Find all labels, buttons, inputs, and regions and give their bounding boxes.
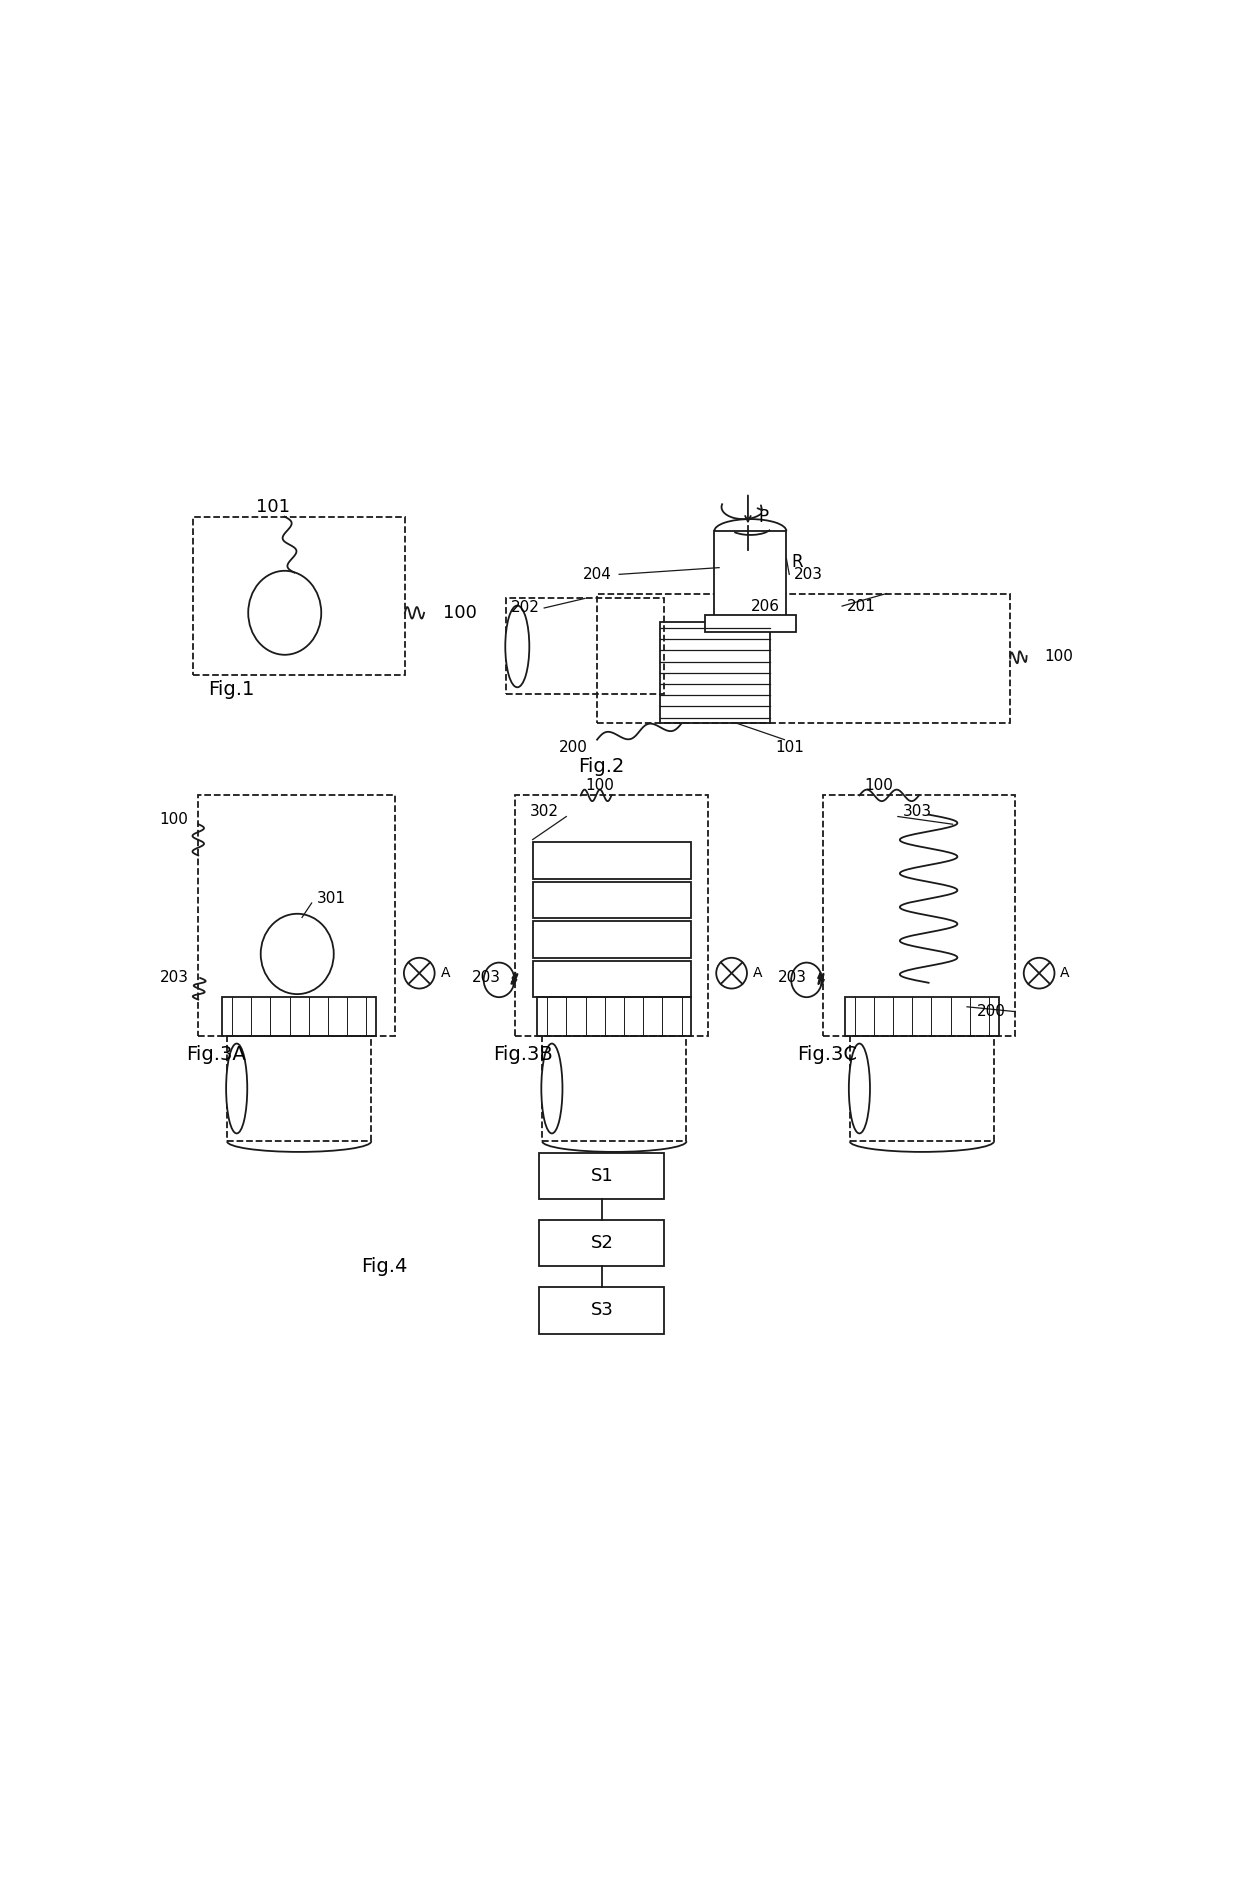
Text: A: A <box>440 965 450 980</box>
Text: 200: 200 <box>558 740 588 756</box>
Text: A: A <box>1060 965 1070 980</box>
Text: S1: S1 <box>590 1167 614 1184</box>
Ellipse shape <box>849 1043 870 1133</box>
Bar <box>539 1220 665 1266</box>
Text: 203: 203 <box>794 567 823 582</box>
Bar <box>844 997 998 1035</box>
Bar <box>537 997 691 1035</box>
Circle shape <box>717 958 746 988</box>
Circle shape <box>404 958 435 988</box>
Ellipse shape <box>484 963 515 997</box>
Text: 100: 100 <box>160 812 188 827</box>
Text: P: P <box>759 508 769 525</box>
Bar <box>222 997 376 1035</box>
Ellipse shape <box>226 1043 247 1133</box>
Ellipse shape <box>791 963 822 997</box>
Text: R: R <box>791 553 802 570</box>
Bar <box>533 922 691 958</box>
Bar <box>198 795 396 1035</box>
Ellipse shape <box>542 1043 563 1133</box>
Text: Fig.2: Fig.2 <box>578 757 624 776</box>
Text: Fig.4: Fig.4 <box>362 1256 408 1275</box>
Text: Fig.3B: Fig.3B <box>494 1045 553 1064</box>
Text: Fig.3C: Fig.3C <box>797 1045 857 1064</box>
Text: 200: 200 <box>977 1005 1006 1018</box>
Bar <box>542 1035 687 1141</box>
Text: 100: 100 <box>864 778 893 793</box>
Ellipse shape <box>505 606 529 688</box>
Bar <box>193 518 404 674</box>
Text: 202: 202 <box>511 601 539 616</box>
Bar <box>714 531 786 621</box>
Text: 204: 204 <box>583 567 611 582</box>
Text: 100: 100 <box>585 778 614 793</box>
Text: S3: S3 <box>590 1302 614 1320</box>
Bar <box>660 621 770 723</box>
Text: 206: 206 <box>751 599 780 614</box>
Text: Fig.1: Fig.1 <box>208 680 254 699</box>
Bar <box>823 795 1016 1035</box>
Text: 203: 203 <box>777 971 807 986</box>
Text: 203: 203 <box>160 971 188 986</box>
Text: Fig.3A: Fig.3A <box>186 1045 246 1064</box>
Text: 303: 303 <box>903 805 931 820</box>
Bar <box>539 1288 665 1334</box>
Bar <box>533 842 691 878</box>
Bar <box>533 882 691 918</box>
Bar <box>506 599 665 695</box>
Text: 101: 101 <box>775 740 804 756</box>
Bar <box>849 1035 994 1141</box>
Text: 100: 100 <box>1044 648 1073 663</box>
Bar <box>539 1152 665 1200</box>
Bar <box>533 962 691 997</box>
Bar <box>516 795 708 1035</box>
Text: 201: 201 <box>847 599 875 614</box>
Text: 101: 101 <box>255 499 290 516</box>
Text: 302: 302 <box>529 805 559 820</box>
Text: A: A <box>753 965 763 980</box>
Bar <box>227 1035 371 1141</box>
Text: S2: S2 <box>590 1234 614 1252</box>
Text: 301: 301 <box>316 892 346 905</box>
Text: 100: 100 <box>444 604 477 621</box>
Circle shape <box>1024 958 1054 988</box>
Bar <box>596 593 1011 723</box>
Bar <box>704 614 796 633</box>
Text: 203: 203 <box>472 971 501 986</box>
